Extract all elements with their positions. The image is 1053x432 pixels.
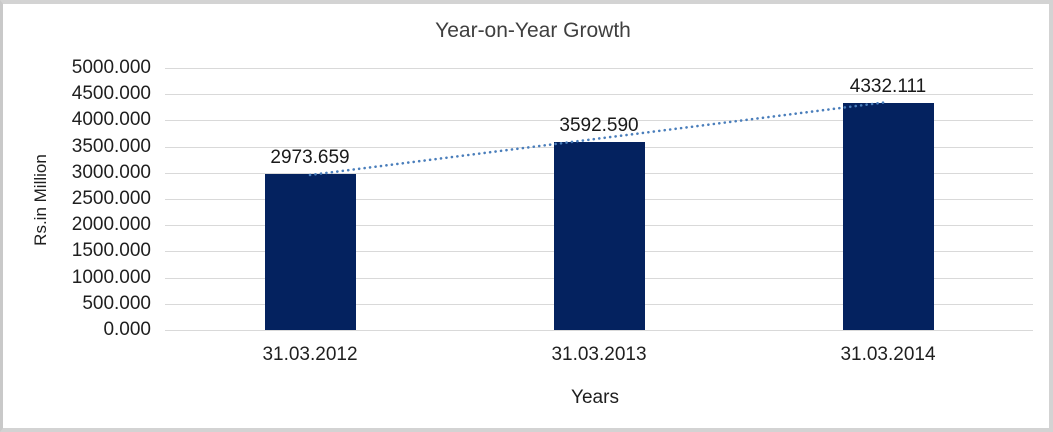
- y-tick-label: 500.000: [82, 293, 151, 314]
- y-tick-label: 2000.000: [71, 214, 151, 235]
- gridline: [165, 330, 1033, 331]
- plot-area: 2973.659 3592.590 4332.111: [165, 68, 1033, 331]
- y-tick-label: 1000.000: [71, 267, 151, 288]
- x-axis-title: Years: [571, 387, 619, 408]
- chart-title: Year-on-Year Growth: [435, 19, 631, 42]
- gridline: [165, 94, 1033, 95]
- y-tick-label: 4000.000: [71, 109, 151, 130]
- value-label: 3592.590: [559, 115, 639, 136]
- bar: [553, 142, 645, 330]
- y-tick-label: 5000.000: [71, 57, 151, 78]
- x-tick-label: 31.03.2012: [262, 344, 358, 365]
- y-tick-label: 4500.000: [71, 83, 151, 104]
- y-tick-label: 3000.000: [71, 162, 151, 183]
- value-label: 4332.111: [849, 76, 927, 97]
- y-tick-label: 0.000: [103, 319, 151, 340]
- bar: [264, 174, 356, 330]
- x-axis-tick-labels: 31.03.2012 31.03.2013 31.03.2014: [165, 344, 1033, 370]
- gridline: [165, 68, 1033, 69]
- bar: [842, 103, 934, 330]
- y-tick-label: 3500.000: [71, 136, 151, 157]
- y-axis-tick-labels: 5000.000 4500.000 4000.000 3500.000 3000.000…: [3, 57, 151, 340]
- x-tick-label: 31.03.2013: [551, 344, 647, 365]
- value-label: 2973.659: [270, 147, 350, 168]
- y-tick-label: 2500.000: [71, 188, 151, 209]
- x-tick-label: 31.03.2014: [840, 344, 936, 365]
- y-tick-label: 1500.000: [71, 240, 151, 261]
